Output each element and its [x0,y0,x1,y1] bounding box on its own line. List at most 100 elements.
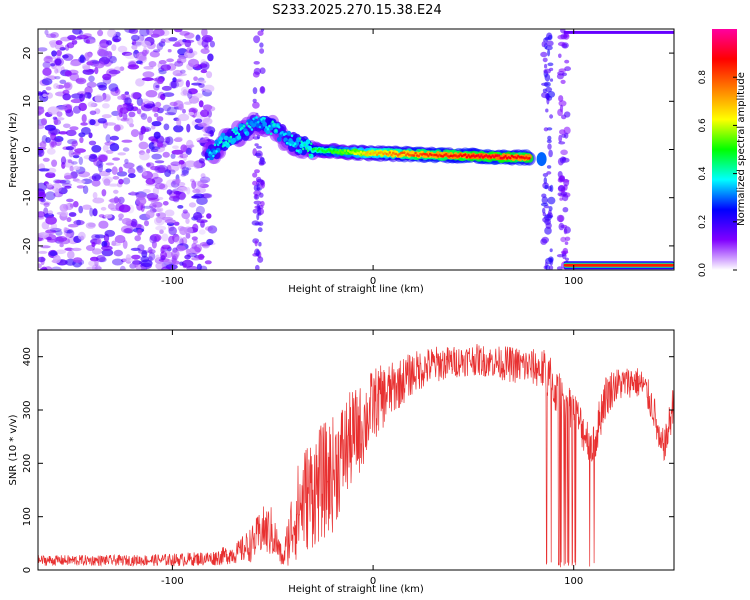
broadband-speck [252,101,260,109]
spectrogram-marks [38,29,674,270]
noise-speck [132,260,142,265]
noise-speck [112,175,120,180]
noise-speck [61,182,72,188]
noise-speck [55,230,63,236]
noise-speck [125,254,131,262]
noise-speck [152,29,165,37]
broadband-speck [544,184,549,190]
noise-speck [66,198,74,203]
snr-axes: -100 0 100 0 100 200 300 400 [22,330,674,587]
noise-speck [94,234,106,239]
noise-speck [200,109,210,118]
noise-speck [164,112,176,116]
noise-speck [142,171,148,176]
track-cell [271,120,274,123]
noise-speck [123,162,135,169]
noise-speck [54,179,67,184]
noise-speck [104,122,117,126]
noise-speck [157,142,164,148]
broadband-speck [254,152,262,157]
broadband-speck [564,241,569,246]
noise-speck [49,140,55,149]
noise-speck [141,49,148,57]
broadband-speck [547,62,554,67]
snr-y-label: SNR (10 * v/v) [8,414,19,485]
noise-speck [97,48,106,57]
noise-speck [111,243,121,246]
broadband-speck [541,82,549,87]
broadband-speck [564,66,571,72]
noise-speck [112,258,124,266]
noise-speck [106,149,114,154]
track-cell [236,131,239,134]
noise-speck [180,173,186,177]
track-cell [223,144,226,147]
track-cell [265,126,268,129]
noise-speck [170,161,181,166]
broadband-speck [549,114,554,119]
noise-speck [112,157,120,161]
noise-speck [89,110,97,116]
noise-speck [141,266,147,270]
noise-speck [164,136,171,144]
track-cell [491,154,494,157]
broadband-speck [545,40,554,47]
track-cell [464,153,467,156]
noise-speck [138,141,149,150]
noise-speck [167,49,172,53]
noise-speck [61,103,73,110]
noise-speck [187,88,198,95]
noise-speck [162,201,169,206]
noise-speck [119,265,126,270]
broadband-speck [560,79,566,84]
noise-speck [71,140,78,147]
noise-speck [147,246,153,254]
noise-speck [199,265,208,270]
noise-speck [41,78,53,86]
track-cell [366,151,369,154]
broadband-speck [559,129,566,135]
track-cell [489,155,493,159]
noise-speck [66,217,72,223]
noise-speck [173,260,180,265]
noise-speck [72,257,83,263]
track-cell [414,151,417,155]
broadband-speck [543,127,549,132]
noise-speck [91,173,101,182]
track-cell [284,132,287,136]
noise-speck [97,29,104,37]
noise-speck [51,159,58,167]
track-cell [480,154,483,157]
noise-speck [154,165,166,174]
noise-speck [67,250,75,260]
colorbar-tick-label: 0.2 [698,215,708,229]
track-cell [266,127,270,131]
noise-speck [149,50,160,58]
noise-speck [85,53,93,59]
noise-speck [130,92,141,100]
noise-speck [65,109,74,117]
noise-speck [86,266,99,270]
track-cell [364,152,367,156]
noise-speck [45,56,57,60]
noise-speck [173,236,184,244]
noise-speck [89,119,96,126]
noise-speck [116,171,128,177]
noise-speck [143,103,156,109]
noise-speck [68,212,77,217]
noise-speck [172,77,177,83]
noise-speck [182,108,186,114]
track-cell [359,150,363,154]
noise-speck [159,229,164,234]
noise-speck [160,38,166,44]
noise-speck [45,191,56,201]
noise-speck [181,169,189,176]
x-tick-label: -100 [161,576,184,587]
noise-speck [38,182,48,192]
noise-speck [43,202,50,208]
broadband-speck [542,173,549,177]
noise-speck [59,79,67,85]
noise-speck [45,216,57,225]
track-cell [298,137,302,140]
noise-speck [183,101,192,105]
